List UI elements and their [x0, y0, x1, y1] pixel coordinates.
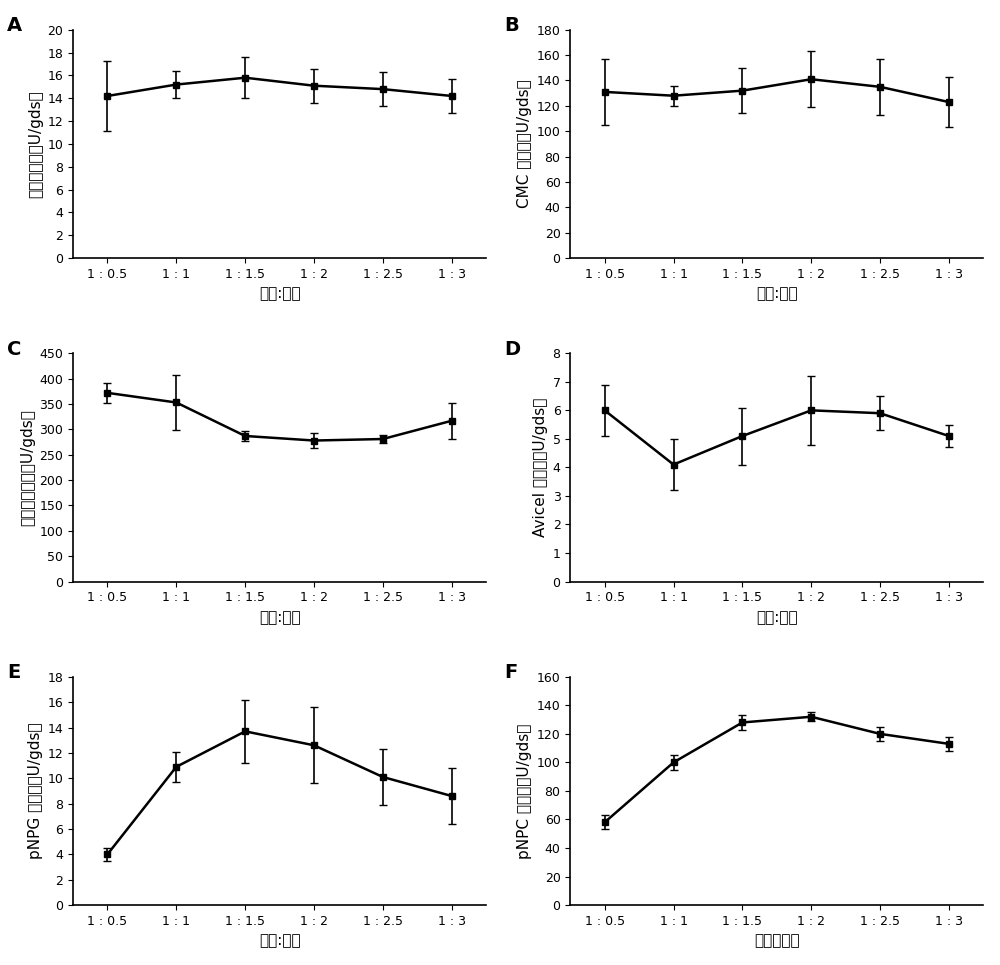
X-axis label: 固体:液体: 固体:液体 [259, 933, 300, 949]
Y-axis label: CMC 酶活力（U/gds）: CMC 酶活力（U/gds） [517, 79, 532, 208]
Y-axis label: 滤纸酶活力（U/gds）: 滤纸酶活力（U/gds） [28, 90, 43, 198]
X-axis label: 固体:液体: 固体:液体 [756, 287, 798, 301]
Y-axis label: 木葧糖酶活力（U/gds）: 木葧糖酶活力（U/gds） [20, 409, 35, 526]
Text: B: B [504, 16, 519, 35]
Y-axis label: pNPC 酶活力（U/gds）: pNPC 酶活力（U/gds） [517, 723, 532, 859]
Text: E: E [7, 663, 20, 682]
X-axis label: 固体：液体: 固体：液体 [754, 933, 800, 949]
X-axis label: 固体:液体: 固体:液体 [756, 610, 798, 624]
Text: F: F [504, 663, 517, 682]
X-axis label: 固体:液体: 固体:液体 [259, 287, 300, 301]
X-axis label: 固体:液体: 固体:液体 [259, 610, 300, 624]
Y-axis label: Avicel 酶活力（U/gds）: Avicel 酶活力（U/gds） [533, 398, 548, 538]
Text: D: D [504, 340, 520, 359]
Y-axis label: pNPG 酶活力（U/gds）: pNPG 酶活力（U/gds） [28, 723, 43, 859]
Text: A: A [7, 16, 22, 35]
Text: C: C [7, 340, 21, 359]
